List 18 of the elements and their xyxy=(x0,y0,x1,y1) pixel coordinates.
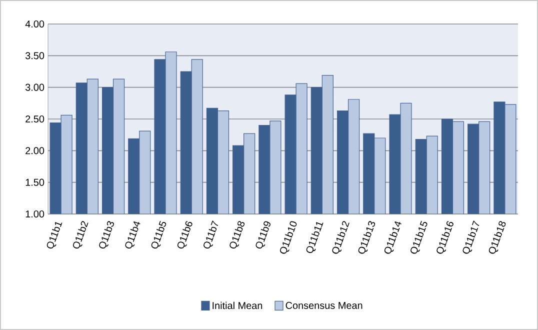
x-tick-label: Q11b3 xyxy=(99,221,114,249)
x-tick-label: Q11b8 xyxy=(230,221,245,249)
x-tick-label: Q11b7 xyxy=(204,220,218,249)
y-tick-label: 1.50 xyxy=(26,178,44,186)
x-tick-label: Q11b2 xyxy=(73,221,88,249)
y-tick-label: 3.00 xyxy=(25,84,44,91)
x-tick-label: Q11b4 xyxy=(125,221,140,249)
legend-label: Initial Mean xyxy=(212,302,262,310)
y-tick-label: 3.50 xyxy=(25,52,44,60)
y-tick-label: 4.00 xyxy=(25,20,44,28)
x-tick-label: Q11b6 xyxy=(177,221,192,249)
y-tick-label: 2.00 xyxy=(26,147,44,154)
x-tick-label: Q11b5 xyxy=(151,220,166,249)
y-tick-label: 2.50 xyxy=(26,115,44,123)
x-tick-label: Q11b1 xyxy=(46,222,62,249)
y-tick-label: 1.00 xyxy=(26,210,44,218)
legend-label: Consensus Mean xyxy=(286,302,362,309)
x-tick-label: Q11b9 xyxy=(256,221,270,249)
